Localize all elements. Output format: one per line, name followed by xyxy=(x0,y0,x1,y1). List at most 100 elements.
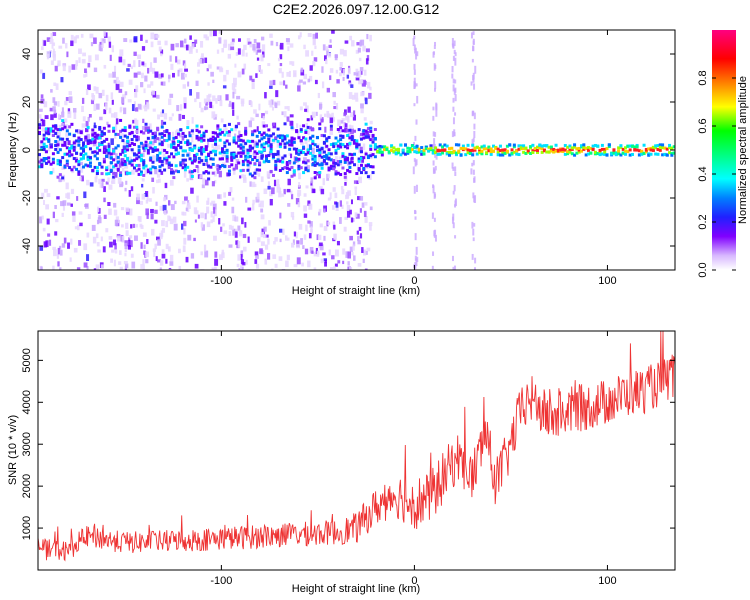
heatmap-cell xyxy=(605,153,609,157)
heatmap-cell xyxy=(269,198,273,206)
heatmap-cell xyxy=(328,249,331,256)
heatmap-cell xyxy=(275,90,279,98)
heatmap-cell xyxy=(309,136,313,140)
heatmap-cell xyxy=(41,215,44,220)
heatmap-cell xyxy=(279,238,282,243)
heatmap-cell xyxy=(267,181,270,187)
heatmap-cell xyxy=(80,175,84,182)
heatmap-cell xyxy=(356,230,359,235)
heatmap-cell xyxy=(189,89,192,96)
heatmap-cell xyxy=(335,156,338,162)
heatmap-cell xyxy=(158,142,162,146)
heatmap-cell xyxy=(95,146,99,150)
heatmap-cell xyxy=(46,37,51,42)
heatmap-cell xyxy=(153,148,157,152)
heatmap-cell xyxy=(358,176,363,184)
heatmap-cell xyxy=(39,69,43,74)
heatmap-cell xyxy=(137,148,141,152)
heatmap-cell xyxy=(232,88,237,94)
heatmap-cell xyxy=(331,255,335,260)
heatmap-cell xyxy=(314,45,317,50)
heatmap-cell xyxy=(271,152,275,156)
heatmap-cell xyxy=(126,135,130,139)
heatmap-cell xyxy=(112,175,116,179)
heatmap-cell xyxy=(158,151,162,155)
heatmap-cell xyxy=(343,175,347,179)
heatmap-cell xyxy=(78,240,82,246)
heatmap-cell xyxy=(368,174,372,180)
heatmap-cell xyxy=(61,123,65,127)
heatmap-cell xyxy=(147,143,152,149)
heatmap-cell xyxy=(316,234,319,241)
heatmap-cell xyxy=(387,150,391,154)
heatmap-cell xyxy=(274,136,278,140)
heatmap-cell xyxy=(322,134,326,138)
heatmap-cell xyxy=(413,145,417,149)
heatmap-cell xyxy=(73,247,78,253)
heatmap-cell xyxy=(538,143,542,147)
heatmap-cell xyxy=(251,139,255,143)
heatmap-cell xyxy=(181,158,185,162)
heatmap-cell xyxy=(223,133,227,137)
heatmap-cell xyxy=(267,144,271,148)
colorbar-gradient xyxy=(712,30,736,270)
heatmap-cell xyxy=(186,165,190,169)
heatmap-cell xyxy=(413,63,416,70)
heatmap-cell xyxy=(351,40,355,47)
heatmap-cell xyxy=(619,153,623,157)
heatmap-cell xyxy=(356,42,360,46)
heatmap-cell xyxy=(355,98,359,102)
heatmap-cell xyxy=(146,239,149,245)
heatmap-cell xyxy=(359,40,362,47)
heatmap-cell xyxy=(361,202,365,208)
heatmap-cell xyxy=(295,147,299,151)
heatmap-cell xyxy=(290,165,294,169)
heatmap-cell xyxy=(346,204,351,211)
heatmap-cell xyxy=(144,140,148,144)
heatmap-cell xyxy=(255,159,259,163)
heatmap-cell xyxy=(315,162,319,166)
heatmap-cell xyxy=(246,159,250,163)
heatmap-cell xyxy=(234,63,237,68)
heatmap-cell xyxy=(88,156,92,160)
heatmap-cell xyxy=(220,150,224,154)
heatmap-cell xyxy=(341,152,345,156)
heatmap-cell xyxy=(206,161,209,167)
heatmap-cell xyxy=(540,150,544,154)
heatmap-cell xyxy=(322,161,326,166)
heatmap-cell xyxy=(432,185,435,194)
heatmap-cell xyxy=(533,146,537,150)
heatmap-cell xyxy=(156,158,160,162)
heatmap-cell xyxy=(315,32,318,39)
heatmap-cell xyxy=(252,199,255,205)
heatmap-cell xyxy=(210,219,213,224)
heatmap-cell xyxy=(197,214,200,219)
heatmap-cell xyxy=(339,62,343,67)
heatmap-cell xyxy=(105,94,109,102)
heatmap-cell xyxy=(573,143,577,147)
heatmap-cell xyxy=(223,192,227,198)
heatmap-cell xyxy=(472,228,475,236)
heatmap-cell xyxy=(126,139,130,143)
heatmap-cell xyxy=(295,198,300,205)
heatmap-cell xyxy=(672,151,675,155)
heatmap-cell xyxy=(244,158,248,162)
heatmap-cell xyxy=(151,135,155,139)
heatmap-cell xyxy=(369,206,373,211)
heatmap-cell xyxy=(234,231,238,238)
heatmap-cell xyxy=(563,152,567,156)
heatmap-cell xyxy=(255,113,259,118)
heatmap-cell xyxy=(253,129,257,133)
heatmap-cell xyxy=(95,264,100,270)
heatmap-cell xyxy=(115,153,118,161)
heatmap-cell xyxy=(107,36,111,42)
heatmap-cell xyxy=(176,105,180,112)
heatmap-cell xyxy=(237,241,241,248)
heatmap-cell xyxy=(373,155,377,159)
heatmap-cell xyxy=(220,164,224,168)
heatmap-cell xyxy=(276,179,280,185)
heatmap-cell xyxy=(67,140,71,146)
heatmap-cell xyxy=(348,124,352,129)
heatmap-cell xyxy=(309,126,313,130)
heatmap-cell xyxy=(201,184,205,189)
